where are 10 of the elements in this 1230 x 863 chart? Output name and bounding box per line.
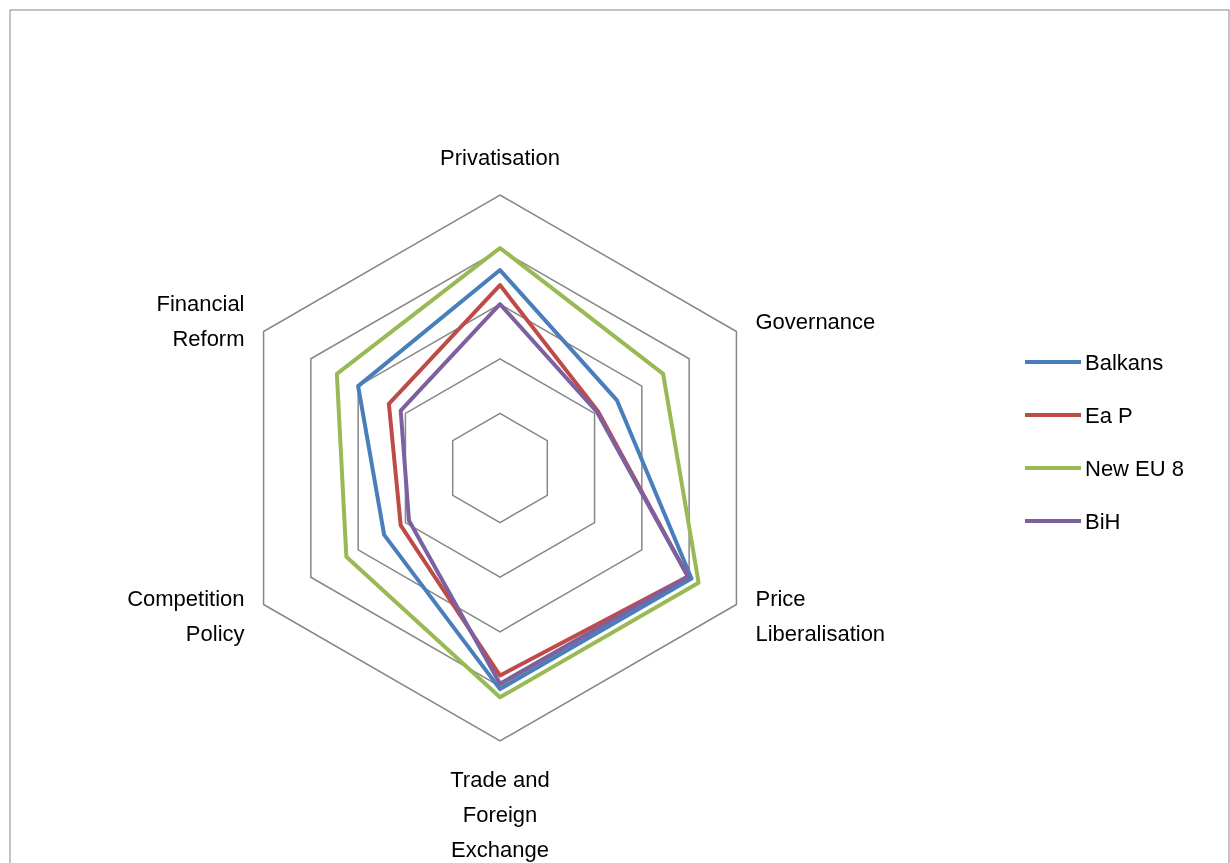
spoke-label: Price Liberalisation bbox=[755, 586, 886, 646]
spoke-label: Financial Reform bbox=[156, 291, 245, 351]
spoke-label: Competition Policy bbox=[127, 586, 245, 646]
legend-label: New EU 8 bbox=[1085, 456, 1185, 481]
legend-label: Ea P bbox=[1085, 403, 1133, 428]
spoke-label: Privatisation bbox=[440, 145, 560, 170]
legend-label: BiH bbox=[1085, 509, 1121, 534]
spoke-label: Governance bbox=[755, 308, 876, 334]
legend-label: Balkans bbox=[1085, 350, 1164, 375]
spoke-label: Trade and Foreign Exchange bbox=[450, 767, 550, 862]
